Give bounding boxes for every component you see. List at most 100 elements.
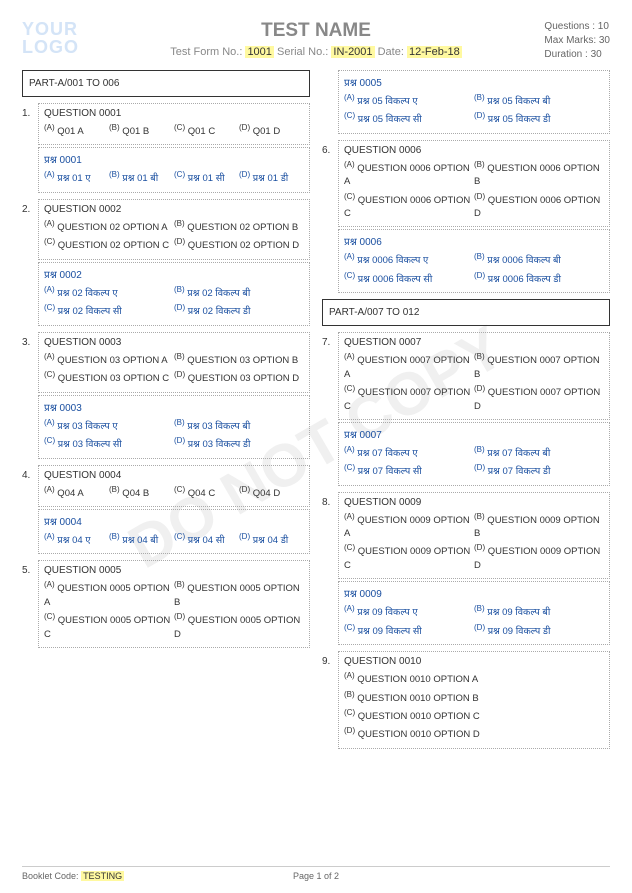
opt-hi: (B) प्रश्न 0006 विकल्प बी	[474, 251, 604, 267]
opt: (B) QUESTION 0006 OPTION B	[474, 159, 604, 189]
q-num: 2.	[22, 199, 38, 328]
opt-hi: (D) प्रश्न 04 डी	[239, 531, 304, 547]
opt-hi: (A) प्रश्न 05 विकल्प ए	[344, 92, 474, 108]
q-row: प्रश्न 0005 (A) प्रश्न 05 विकल्प ए(B) प्…	[322, 70, 610, 136]
opt: (C) QUESTION 0009 OPTION C	[344, 542, 474, 572]
q-num: 9.	[322, 651, 338, 751]
q-title: QUESTION 0004	[44, 470, 304, 481]
form-no: 1001	[245, 46, 273, 58]
opt-hi: (B) प्रश्न 07 विकल्प बी	[474, 444, 604, 460]
opt: (D) QUESTION 0006 OPTION D	[474, 191, 604, 221]
question-hi: प्रश्न 0003 (A) प्रश्न 03 विकल्प ए(B) प्…	[38, 395, 310, 459]
opt: (A) Q01 A	[44, 122, 109, 138]
opt-hi: (A) प्रश्न 02 विकल्प ए	[44, 284, 174, 300]
question-hi: प्रश्न 0005 (A) प्रश्न 05 विकल्प ए(B) प्…	[338, 70, 610, 134]
opt-hi: (A) प्रश्न 09 विकल्प ए	[344, 603, 474, 619]
form-label: Test Form No.:	[170, 46, 242, 58]
marks: 30	[599, 35, 610, 46]
question-en: QUESTION 0005 (A) QUESTION 0005 OPTION A…	[38, 560, 310, 648]
q-row: 6. QUESTION 0006 (A) QUESTION 0006 OPTIO…	[322, 140, 610, 295]
opt-hi: (B) प्रश्न 09 विकल्प बी	[474, 603, 604, 619]
logo-l2: LOGO	[22, 38, 79, 56]
opt-hi: (A) प्रश्न 04 ए	[44, 531, 109, 547]
logo: YOUR LOGO	[22, 20, 79, 56]
q-row: 2. QUESTION 0002 (A) QUESTION 02 OPTION …	[22, 199, 310, 328]
q-title-hi: प्रश्न 0004	[44, 514, 304, 528]
marks-label: Max Marks:	[544, 35, 596, 46]
opt-hi: (B) प्रश्न 02 विकल्प बी	[174, 284, 304, 300]
opt-hi: (C) प्रश्न 0006 विकल्प सी	[344, 270, 474, 286]
serial-no: IN-2001	[331, 46, 374, 58]
logo-l1: YOUR	[22, 20, 79, 38]
opt: (C) Q04 C	[174, 484, 239, 500]
opt: (C) QUESTION 0006 OPTION C	[344, 191, 474, 221]
question-en: QUESTION 0001 (A) Q01 A(B) Q01 B(C) Q01 …	[38, 103, 310, 145]
opt: (B) Q04 B	[109, 484, 174, 500]
q-num: 4.	[22, 465, 38, 557]
date-label: Date:	[378, 46, 404, 58]
header: YOUR LOGO TEST NAME Test Form No.: 1001 …	[22, 20, 610, 58]
opt: (C) QUESTION 0005 OPTION C	[44, 611, 174, 641]
opt-hi: (B) प्रश्न 03 विकल्प बी	[174, 417, 304, 433]
opt-hi: (D) प्रश्न 07 विकल्प डी	[474, 462, 604, 478]
q-title: QUESTION 0007	[344, 337, 604, 348]
opt: (A) QUESTION 0007 OPTION A	[344, 351, 474, 381]
opt: (D) QUESTION 0007 OPTION D	[474, 383, 604, 413]
q-row: 1. QUESTION 0001 (A) Q01 A(B) Q01 B(C) Q…	[22, 103, 310, 195]
q-title-hi: प्रश्न 0005	[344, 75, 604, 89]
opt: (C) QUESTION 0007 OPTION C	[344, 383, 474, 413]
opt: (A) QUESTION 0006 OPTION A	[344, 159, 474, 189]
q-title-hi: प्रश्न 0006	[344, 234, 604, 248]
q-row: 5. QUESTION 0005 (A) QUESTION 0005 OPTIO…	[22, 560, 310, 650]
opt: (D) QUESTION 0009 OPTION D	[474, 542, 604, 572]
question-hi: प्रश्न 0007 (A) प्रश्न 07 विकल्प ए(B) प्…	[338, 422, 610, 486]
q-num: 7.	[322, 332, 338, 487]
question-hi: प्रश्न 0009 (A) प्रश्न 09 विकल्प ए(B) प्…	[338, 581, 610, 645]
q-row: 8. QUESTION 0009 (A) QUESTION 0009 OPTIO…	[322, 492, 610, 647]
opt: (D) Q01 D	[239, 122, 304, 138]
q-row: 7. QUESTION 0007 (A) QUESTION 0007 OPTIO…	[322, 332, 610, 487]
opt: (A) QUESTION 03 OPTION A	[44, 351, 174, 367]
opt: (A) QUESTION 0005 OPTION A	[44, 579, 174, 609]
opt: (A) QUESTION 0010 OPTION A	[344, 670, 604, 686]
opt-hi: (C) प्रश्न 04 सी	[174, 531, 239, 547]
question-en: QUESTION 0010 (A) QUESTION 0010 OPTION A…	[338, 651, 610, 749]
q-num: 5.	[22, 560, 38, 650]
question-en: QUESTION 0003 (A) QUESTION 03 OPTION A(B…	[38, 332, 310, 393]
opt-hi: (A) प्रश्न 07 विकल्प ए	[344, 444, 474, 460]
opt: (C) QUESTION 0010 OPTION C	[344, 707, 604, 723]
q-title: QUESTION 0010	[344, 656, 604, 667]
opt-hi: (C) प्रश्न 05 विकल्प सी	[344, 110, 474, 126]
opt: (B) QUESTION 0010 OPTION B	[344, 689, 604, 705]
opt-hi: (B) प्रश्न 01 बी	[109, 169, 174, 185]
question-en: QUESTION 0007 (A) QUESTION 0007 OPTION A…	[338, 332, 610, 420]
question-en: QUESTION 0004 (A) Q04 A(B) Q04 B(C) Q04 …	[38, 465, 310, 507]
opt: (A) Q04 A	[44, 484, 109, 500]
question-en: QUESTION 0006 (A) QUESTION 0006 OPTION A…	[338, 140, 610, 228]
opt: (B) Q01 B	[109, 122, 174, 138]
opt: (D) QUESTION 0005 OPTION D	[174, 611, 304, 641]
q-title: QUESTION 0009	[344, 497, 604, 508]
test-title: TEST NAME	[22, 20, 610, 42]
serial-label: Serial No.:	[277, 46, 328, 58]
opt: (A) QUESTION 0009 OPTION A	[344, 511, 474, 541]
q-title: QUESTION 0001	[44, 108, 304, 119]
q-num: 3.	[22, 332, 38, 461]
dur: 30	[591, 49, 602, 60]
opt-hi: (D) प्रश्न 09 विकल्प डी	[474, 622, 604, 638]
opt-hi: (C) प्रश्न 03 विकल्प सी	[44, 435, 174, 451]
opt-hi: (C) प्रश्न 01 सी	[174, 169, 239, 185]
booklet-label: Booklet Code:	[22, 871, 79, 881]
opt-hi: (B) प्रश्न 05 विकल्प बी	[474, 92, 604, 108]
opt-hi: (A) प्रश्न 03 विकल्प ए	[44, 417, 174, 433]
opt: (B) QUESTION 03 OPTION B	[174, 351, 304, 367]
q-num	[322, 70, 338, 136]
opt: (C) QUESTION 02 OPTION C	[44, 236, 174, 252]
opt: (A) QUESTION 02 OPTION A	[44, 218, 174, 234]
page-num: Page 1 of 2	[218, 871, 414, 881]
q-row: 4. QUESTION 0004 (A) Q04 A(B) Q04 B(C) Q…	[22, 465, 310, 557]
q-title: QUESTION 0002	[44, 204, 304, 215]
opt-hi: (C) प्रश्न 09 विकल्प सी	[344, 622, 474, 638]
opt: (B) QUESTION 0009 OPTION B	[474, 511, 604, 541]
date: 12-Feb-18	[407, 46, 462, 58]
